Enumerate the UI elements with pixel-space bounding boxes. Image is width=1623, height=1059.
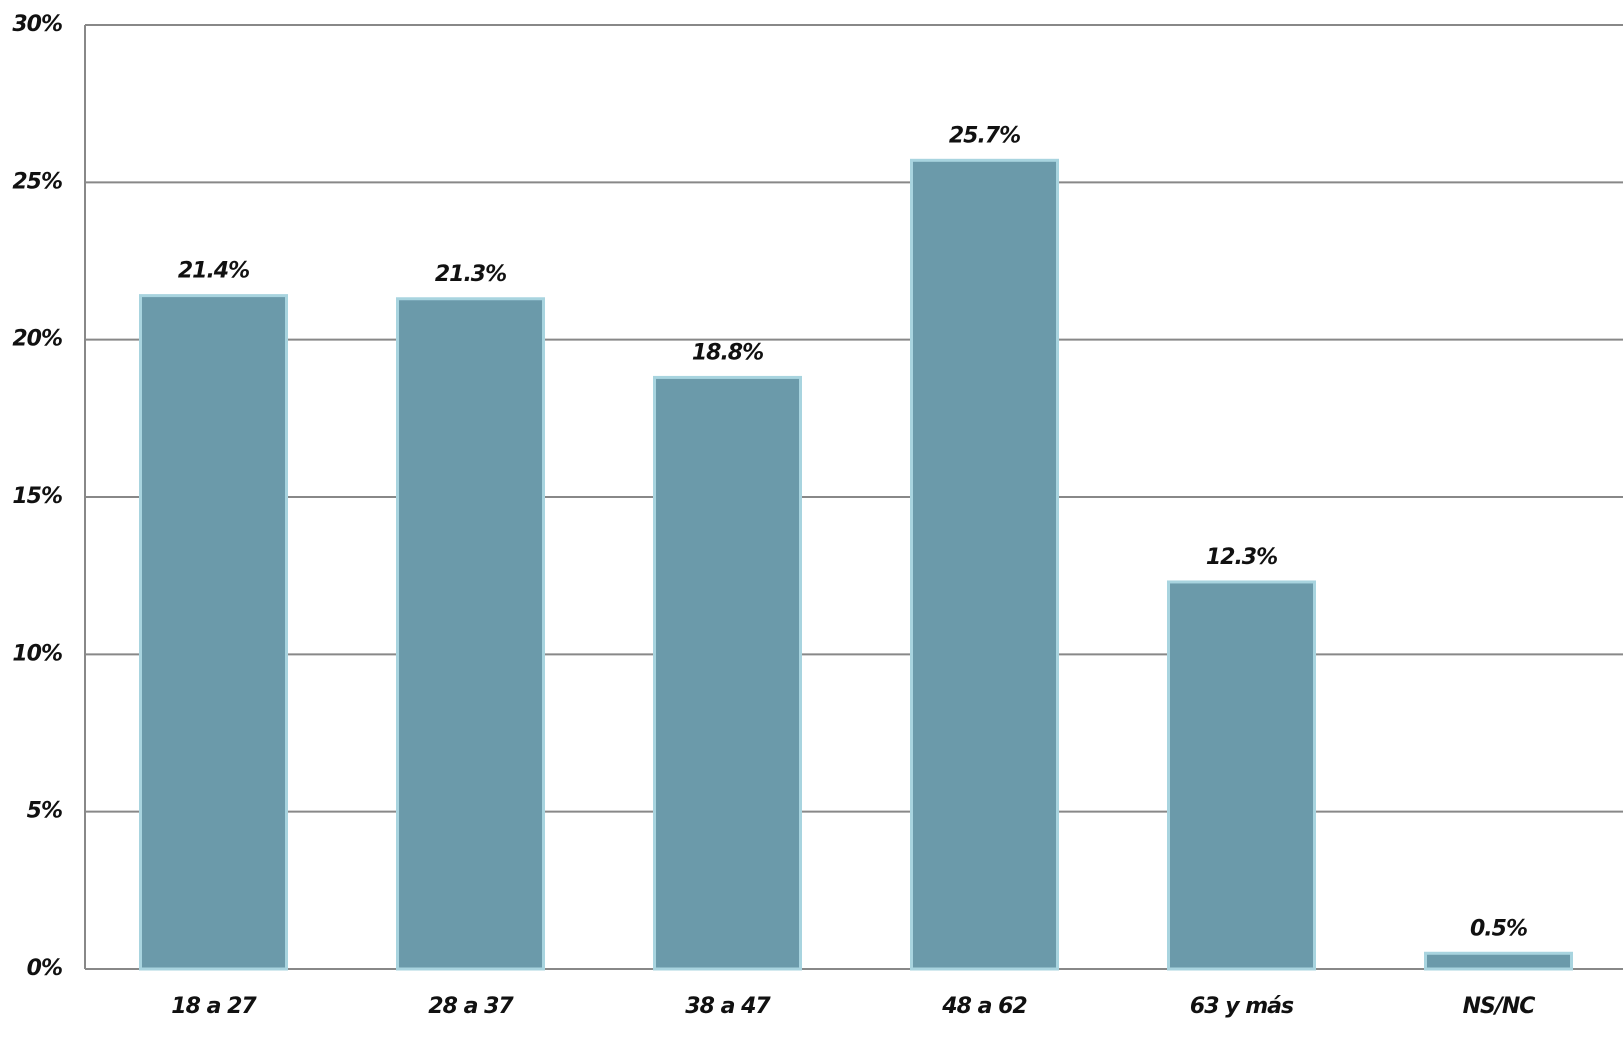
bar xyxy=(396,297,545,971)
x-tick-label: 48 a 62 xyxy=(941,994,1027,1019)
y-tick-label: 0% xyxy=(27,956,62,981)
x-tick-label: NS/NC xyxy=(1463,994,1536,1019)
y-tick-label: 20% xyxy=(12,327,62,352)
bar xyxy=(910,158,1059,971)
y-tick-label: 10% xyxy=(12,641,62,666)
bar xyxy=(139,294,288,971)
data-label: 12.3% xyxy=(1206,545,1277,570)
x-tick-label: 18 a 27 xyxy=(171,994,257,1019)
data-label: 21.4% xyxy=(178,259,249,284)
y-tick-label: 25% xyxy=(12,169,62,194)
x-tick-label: 38 a 47 xyxy=(685,994,771,1019)
bar xyxy=(1167,580,1316,971)
data-label: 18.8% xyxy=(692,340,763,365)
bar xyxy=(653,375,802,971)
bar xyxy=(1424,951,1573,971)
x-tick-label: 63 y más xyxy=(1190,994,1294,1019)
y-tick-label: 30% xyxy=(12,12,62,37)
y-tick-label: 15% xyxy=(12,484,62,509)
data-label: 0.5% xyxy=(1470,916,1527,941)
data-label: 25.7% xyxy=(949,123,1020,148)
x-tick-label: 28 a 37 xyxy=(428,994,514,1019)
data-label: 21.3% xyxy=(435,262,506,287)
y-tick-label: 5% xyxy=(27,799,62,824)
